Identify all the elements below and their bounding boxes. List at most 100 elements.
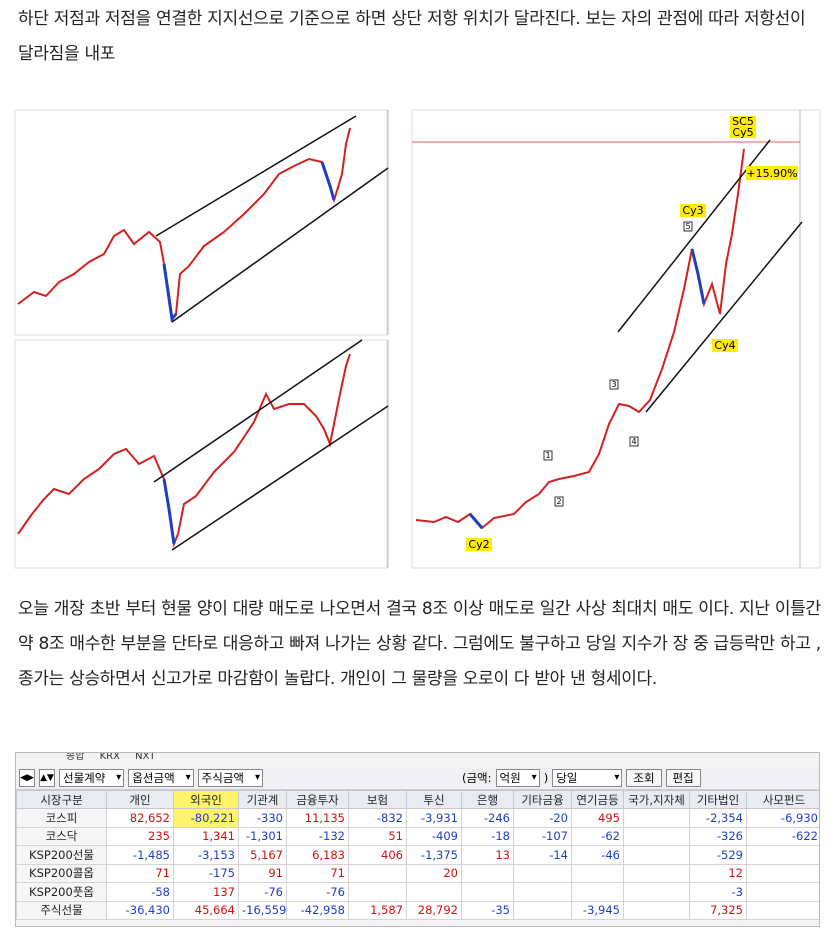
cell: 1,341	[173, 826, 239, 846]
radio[interactable]: KRX	[99, 752, 120, 762]
table-row: KSP200풋옵 -58 137 -76 -76 -3	[16, 882, 819, 902]
radio[interactable]: 종합	[66, 752, 85, 762]
cell: -1,485	[106, 845, 174, 865]
arrow-button[interactable]: ▲▼	[39, 769, 55, 787]
cell: -409	[406, 826, 462, 846]
row-label: 코스피	[16, 808, 107, 828]
cell: 71	[286, 863, 349, 883]
label: (금액:	[461, 771, 492, 785]
wave-box	[683, 221, 693, 232]
annotations: SC5 Cy5 +15.90% Cy3 Cy4 Cy2	[466, 115, 798, 551]
cell: -35	[461, 900, 514, 920]
cell	[623, 826, 690, 846]
cell: -330	[238, 808, 287, 828]
channel-line	[171, 405, 389, 551]
panel	[411, 109, 821, 569]
cell: -62	[571, 826, 624, 846]
cell	[348, 882, 407, 902]
cell	[623, 863, 690, 883]
wave-box	[554, 496, 564, 507]
wave-labels: 1 2 3 4 5	[543, 221, 693, 507]
cell	[513, 882, 572, 902]
column-header: 보험	[348, 790, 407, 809]
button[interactable]: 편집	[665, 769, 701, 787]
radio[interactable]: NXT	[135, 752, 156, 762]
select[interactable]: 주식금액	[197, 769, 263, 787]
panel	[14, 339, 388, 569]
cell: 11,135	[286, 808, 349, 828]
annotation: Cy5	[732, 126, 753, 139]
cell	[746, 863, 819, 883]
arrow-button[interactable]: ◀▶	[19, 769, 35, 787]
channel-line	[155, 115, 357, 237]
cell: -132	[286, 826, 349, 846]
channel-line	[153, 339, 363, 483]
wave-label: 3	[611, 380, 616, 389]
price-line-down	[690, 248, 706, 305]
cell: -42,958	[286, 900, 349, 920]
cell: -1,301	[238, 826, 287, 846]
cell: -6,930	[746, 808, 819, 828]
cell: 406	[348, 845, 407, 865]
annotation: Cy4	[714, 339, 735, 352]
label-box	[730, 116, 756, 138]
cell: -20	[513, 808, 572, 828]
price-line-down	[162, 478, 176, 545]
cell: -175	[173, 863, 239, 883]
cell	[461, 882, 514, 902]
cell: -36,430	[106, 900, 174, 920]
column-header: 투신	[406, 790, 462, 809]
cell	[461, 863, 514, 883]
cell: 20	[406, 863, 462, 883]
row-label: 코스닥	[16, 826, 107, 846]
cell: 45,664	[173, 900, 239, 920]
cell: -3,931	[406, 808, 462, 828]
cell: -3,153	[173, 845, 239, 865]
cell: -832	[348, 808, 407, 828]
cell	[571, 863, 624, 883]
annotation: +15.90%	[746, 167, 797, 180]
cell	[623, 900, 690, 920]
cell: 28,792	[406, 900, 462, 920]
cell	[513, 900, 572, 920]
wave-label: 5	[685, 222, 690, 231]
cell: -16,559	[238, 900, 287, 920]
cell	[406, 882, 462, 902]
select[interactable]: 선물계약	[59, 769, 125, 787]
price-line-down	[468, 513, 484, 529]
cell: 71	[106, 863, 174, 883]
label: )	[543, 771, 549, 785]
price-line	[415, 148, 745, 530]
label-box	[712, 339, 738, 352]
chart-image: SC5 Cy5 +15.90% Cy3 Cy4 Cy2 1 2 3 4 5	[14, 104, 822, 574]
wave-label: 2	[556, 497, 561, 506]
cell: 91	[238, 863, 287, 883]
column-header: 기타금융	[513, 790, 572, 809]
cell: 13	[461, 845, 514, 865]
cell	[348, 863, 407, 883]
cell	[746, 845, 819, 865]
cell: 51	[348, 826, 407, 846]
cell: -46	[571, 845, 624, 865]
column-header: 외국인	[173, 790, 239, 809]
cell	[513, 863, 572, 883]
panel	[14, 109, 388, 336]
header-row: 시장구분 개인 외국인 기관계 금융투자 보험 투신 은행 기타금융 연기금등 국가,지자체 기타법인…	[16, 790, 819, 809]
select[interactable]: 당일	[552, 769, 623, 787]
select[interactable]: 억원	[495, 769, 540, 787]
table-row: KSP200콜옵 71 -175 91 71 20 12	[16, 863, 819, 883]
price-line	[17, 353, 351, 548]
cell: 1,587	[348, 900, 407, 920]
cell: 6,183	[286, 845, 349, 865]
cell: 5,167	[238, 845, 287, 865]
button[interactable]: 조회	[626, 769, 662, 787]
wave-label: 1	[545, 451, 550, 460]
select[interactable]: 옵션금액	[128, 769, 194, 787]
row-label: KSP200풋옵	[16, 882, 107, 902]
cell: 82,652	[106, 808, 174, 828]
cell: -107	[513, 826, 572, 846]
toolbar: ◀▶ ▲▼ 선물계약 옵션금액 주식금액 (금액: 억원 ) 당일 조회 편집	[16, 767, 819, 790]
cell: 495	[571, 808, 624, 828]
wave-box	[543, 450, 553, 461]
table-row: KSP200선물 -1,485 -3,153 5,167 6,183 406 -1,375 1…	[16, 845, 819, 865]
